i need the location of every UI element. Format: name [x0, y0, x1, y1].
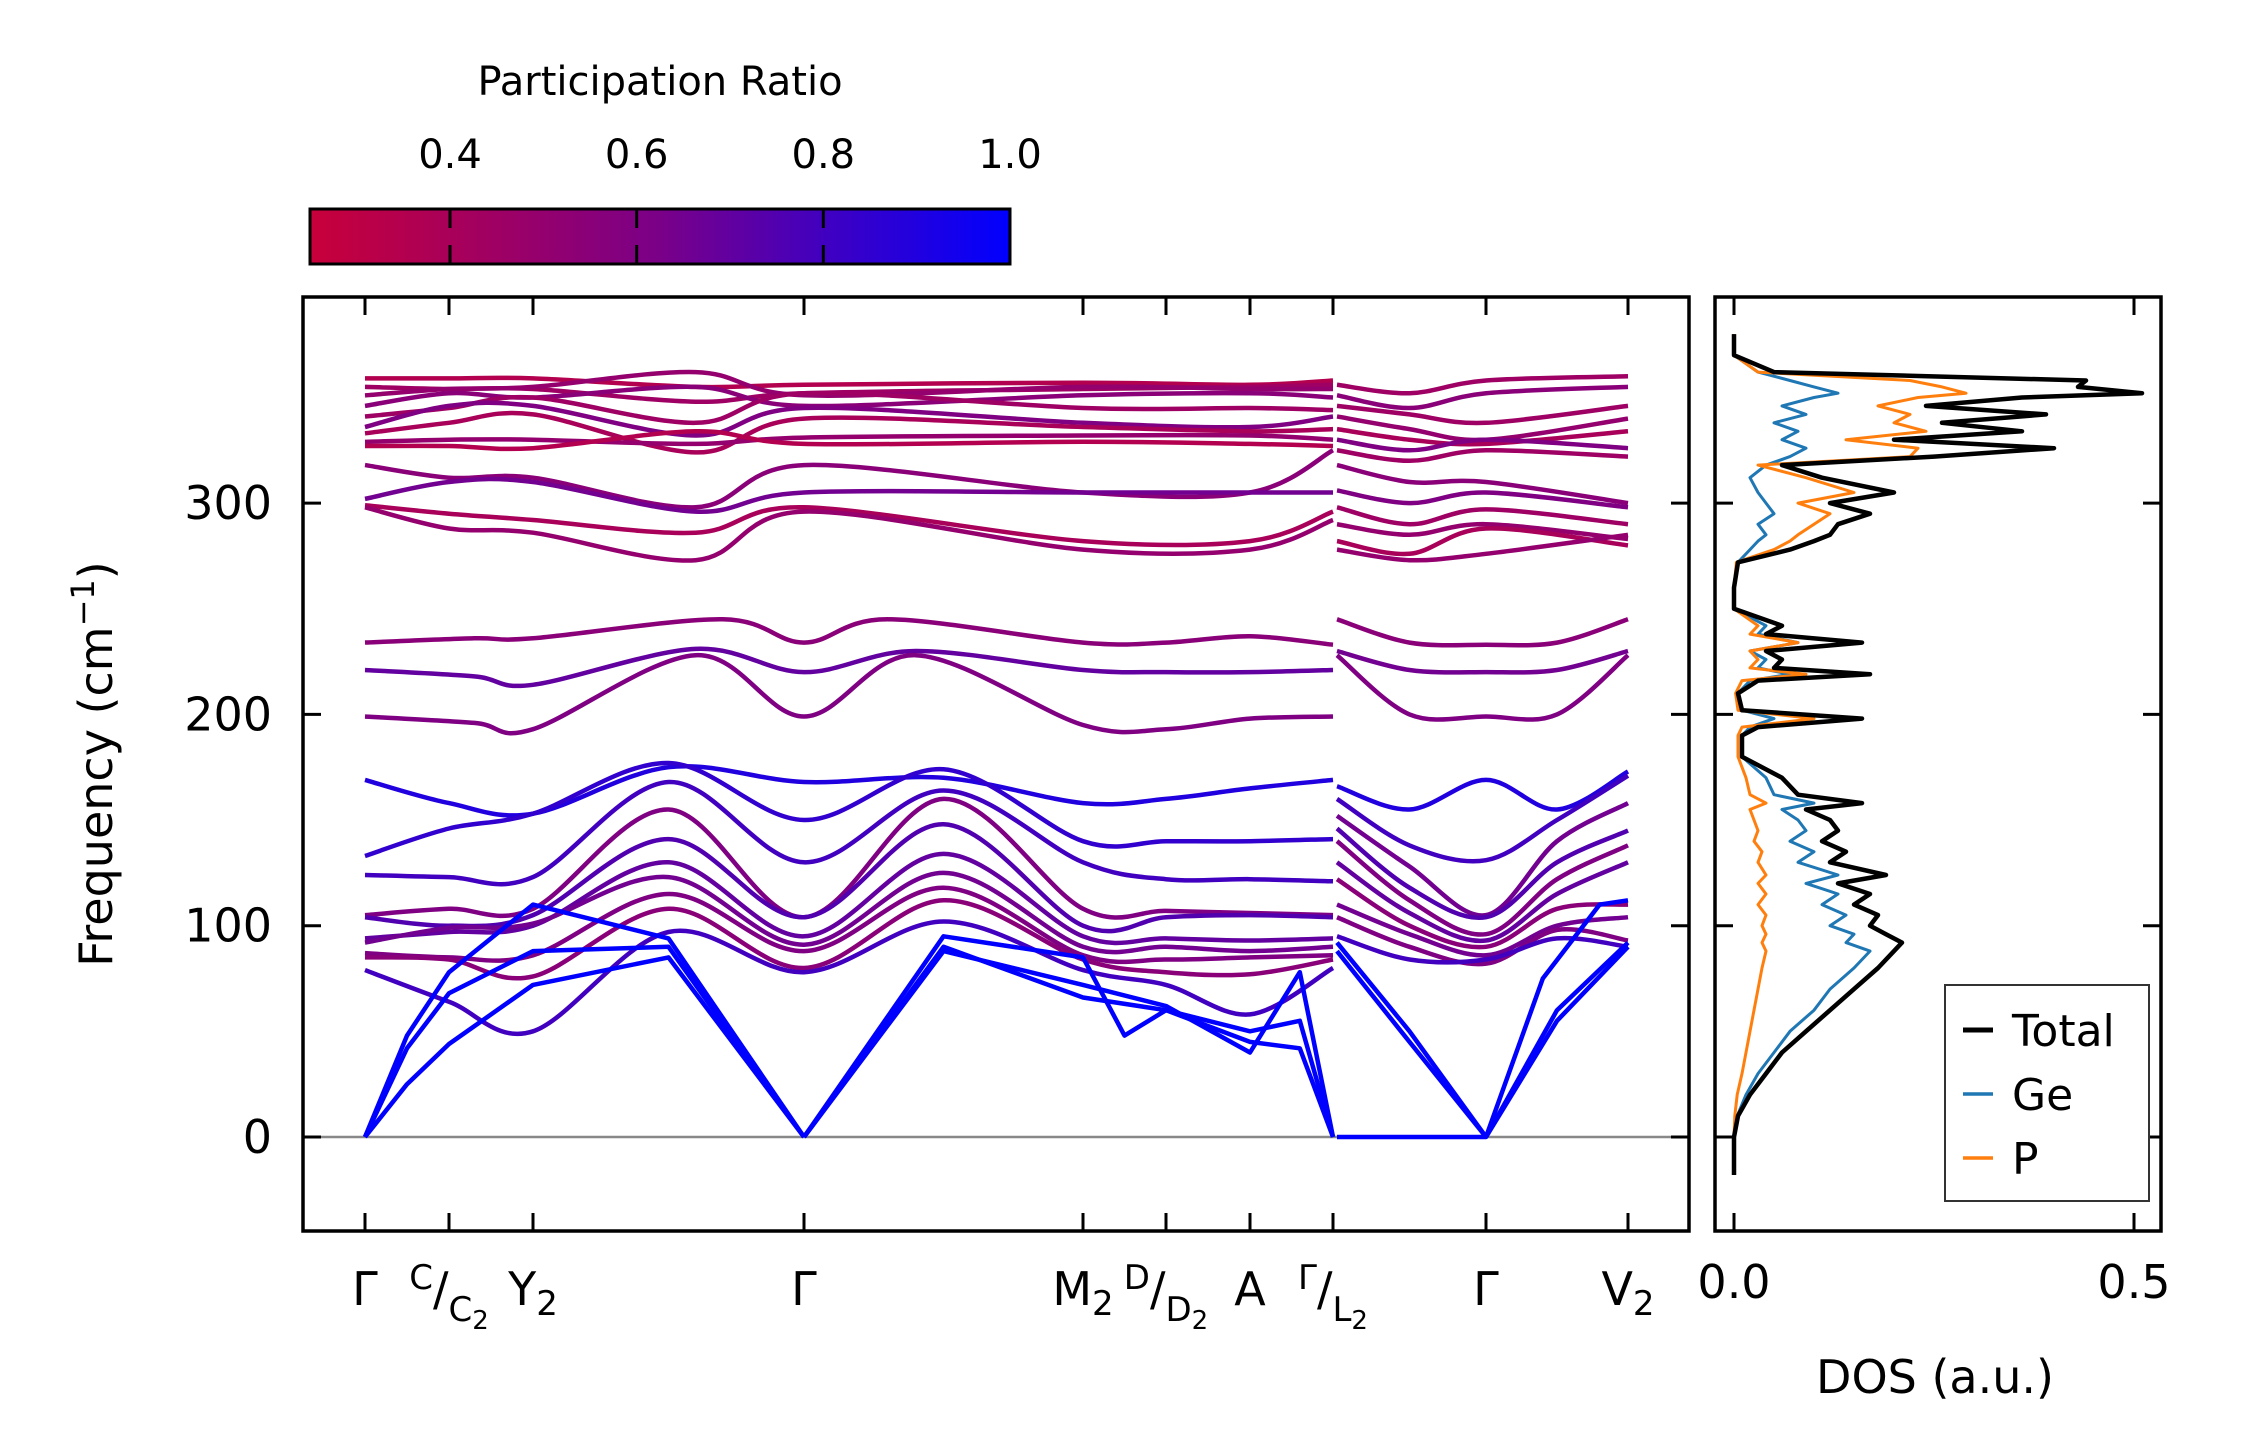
phonon-band [1337, 940, 1630, 1140]
phonon-band [364, 369, 1334, 398]
kpath-labels: Γ C/C2 Y2 Γ M2D/D2 A Γ/L2 Γ V2 [352, 1258, 1654, 1336]
phonon-band [1335, 773, 1630, 864]
phonon-bands [362, 369, 1630, 1140]
phonon-band [364, 502, 1334, 548]
frequency-tick-labels: 0 100 200 300 [184, 476, 272, 1164]
kpath-label: Γ/L2 [1298, 1258, 1368, 1336]
colorbar-ticks [448, 209, 825, 264]
phonon-band [364, 919, 1335, 1037]
band-structure-panel: Γ C/C2 Y2 Γ M2D/D2 A Γ/L2 Γ V2 0 100 200 300 Freque… [64, 295, 1691, 1336]
phonon-band [1336, 521, 1629, 542]
phonon-band [1336, 462, 1629, 506]
dos-tick-label: 0.0 [1697, 1255, 1770, 1309]
phonon-band [1336, 934, 1629, 965]
legend-label-total: Total [2011, 1006, 2115, 1057]
phonon-band [1335, 877, 1629, 950]
phonon-band [802, 934, 1336, 1139]
phonon-band [364, 476, 1333, 514]
phonon-band [364, 505, 1334, 563]
phonon-band [364, 760, 1334, 859]
phonon-band [364, 617, 1334, 647]
phonon-band [1336, 414, 1629, 443]
colorbar-tick-label: 0.8 [792, 132, 856, 178]
dos-tick-label: 0.5 [2097, 1255, 2170, 1309]
band-frame [301, 295, 1691, 1233]
phonon-band [1336, 769, 1630, 812]
colorbar-gradient [308, 207, 1012, 266]
colorbar: Participation Ratio 0.4 0.6 0.8 1.0 [308, 59, 1042, 266]
phonon-band [1335, 826, 1629, 921]
kpath-label: Y2 [507, 1262, 558, 1324]
dos-tick-labels: 0.0 0.5 [1697, 1255, 2170, 1309]
legend-label-p: P [2012, 1134, 2039, 1185]
phonon-band [1336, 403, 1629, 426]
colorbar-tick-labels: 0.4 0.6 0.8 1.0 [418, 132, 1042, 178]
legend-label-ge: Ge [2012, 1070, 2073, 1121]
dos-curve-p [1732, 334, 1968, 1175]
kpath-label: Γ [791, 1262, 817, 1316]
phonon-band [1336, 532, 1629, 563]
phonon-band [1335, 949, 1488, 1139]
kpath-label: M2 [1052, 1262, 1113, 1324]
colorbar-title: Participation Ratio [477, 59, 842, 105]
dos-curves [1731, 334, 2145, 1175]
dos-curve-total [1731, 334, 2145, 1175]
y-axis-title: Frequency (cm−1) [64, 561, 123, 966]
kpath-label: Γ [1473, 1262, 1499, 1316]
phonon-band [1336, 505, 1629, 527]
colorbar-tick-label: 0.4 [418, 132, 482, 178]
phonon-band [364, 764, 1334, 818]
colorbar-tick-label: 0.6 [605, 132, 669, 178]
phonon-band [1336, 488, 1629, 510]
phonon-band [364, 400, 1334, 438]
dos-x-axis-title: DOS (a.u.) [1816, 1350, 2054, 1404]
frequency-tick-label: 200 [184, 687, 272, 741]
frequency-tick-label: 0 [243, 1110, 272, 1164]
phonon-band [1335, 860, 1629, 944]
phonon-band [364, 410, 1334, 455]
phonon-band [1335, 839, 1629, 937]
kpath-label: V2 [1601, 1262, 1654, 1324]
dos-legend: Total Ge P [1944, 984, 2150, 1202]
phonon-band [1335, 653, 1630, 722]
phonon-band [362, 944, 806, 1139]
phonon-band [364, 432, 1334, 447]
phonon-band [1336, 617, 1629, 648]
phonon-band [802, 948, 1336, 1139]
kpath-label: A [1234, 1262, 1266, 1316]
phonon-band [802, 944, 1336, 1139]
dos-panel: 0.0 0.5 DOS (a.u.) Total Ge P [1697, 295, 2171, 1404]
phonon-band [364, 652, 1334, 736]
phonon-band [364, 898, 1334, 981]
phonon-band [1336, 437, 1629, 453]
phonon-band [364, 779, 1334, 887]
frequency-ticks [303, 501, 1689, 1139]
phonon-band [1336, 648, 1629, 675]
phonon-band [364, 885, 1334, 965]
dos-frame [1713, 295, 2163, 1233]
phonon-band [362, 902, 806, 1139]
phonon-band [1336, 448, 1629, 464]
kpath-ticks [363, 297, 1630, 1231]
phonon-band [364, 796, 1334, 920]
kpath-label: Γ [352, 1262, 378, 1316]
phonon-band [1336, 374, 1629, 396]
phonon-band [364, 429, 1334, 452]
phonon-band [1484, 945, 1630, 1139]
phonon-band [364, 851, 1334, 946]
phonon-band [364, 646, 1334, 689]
phonon-band [1336, 902, 1629, 958]
colorbar-tick-label: 1.0 [978, 132, 1042, 178]
kpath-label: C/C2 [409, 1258, 489, 1336]
phonon-band [1336, 384, 1629, 411]
phonon-band [1483, 898, 1629, 1138]
phonon-band [364, 384, 1334, 409]
phonon-band [363, 955, 806, 1139]
frequency-tick-label: 300 [184, 476, 272, 530]
phonon-band [1336, 526, 1629, 557]
kpath-label: D/D2 [1124, 1258, 1208, 1336]
phonon-band [364, 375, 1334, 390]
frequency-tick-label: 100 [184, 899, 272, 953]
